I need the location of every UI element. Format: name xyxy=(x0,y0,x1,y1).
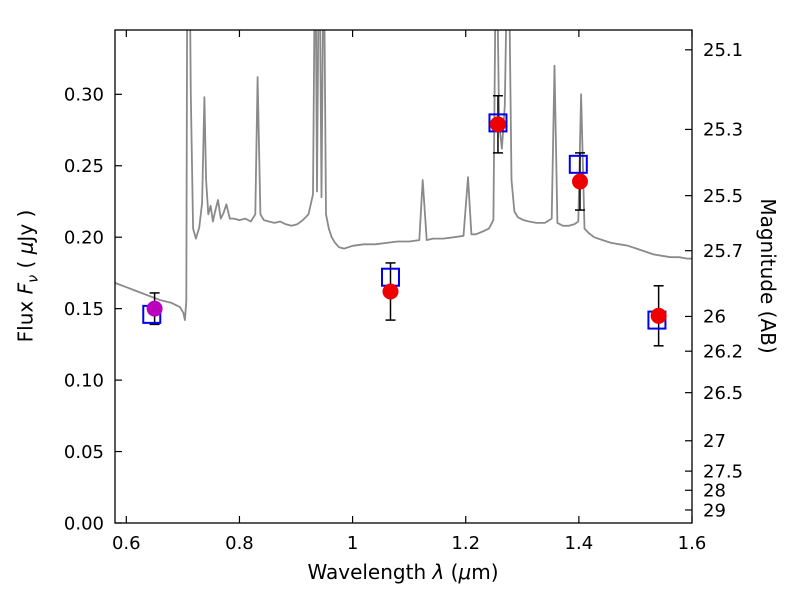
x-tick-label: 0.8 xyxy=(225,533,254,554)
x-tick-label: 1 xyxy=(347,533,358,554)
ylabel-open: ( xyxy=(13,254,38,275)
x-tick-label: 1.6 xyxy=(678,533,707,554)
ylabel-F: F xyxy=(13,282,38,295)
observed-photometry-marker xyxy=(382,283,399,300)
x-tick-label: 1.4 xyxy=(565,533,594,554)
x-tick-label: 1.2 xyxy=(451,533,480,554)
magnitude-tick-label: 25.5 xyxy=(703,186,743,207)
y-axis-label: Flux Fν ( μJy ) xyxy=(13,209,42,343)
magnitude-tick-label: 26.5 xyxy=(703,383,743,404)
observed-photometry-marker xyxy=(571,173,588,190)
y-tick-label: 0.10 xyxy=(64,370,104,391)
y-tick-label: 0.15 xyxy=(64,299,104,320)
x-axis-label: Wavelength λ (μm) xyxy=(307,562,498,582)
magnitude-tick-label: 26.2 xyxy=(703,341,743,362)
ylabel-mu: μ xyxy=(13,241,38,255)
spectrum-line xyxy=(115,30,692,322)
magnitude-tick-label: 29 xyxy=(703,500,726,521)
plot-frame xyxy=(114,29,693,524)
y-tick-label: 0.05 xyxy=(64,442,104,463)
observed-photometry-marker xyxy=(650,307,667,324)
magnitude-tick-label: 27 xyxy=(703,431,726,452)
magnitude-tick-label: 28 xyxy=(703,481,726,502)
y-tick-label: 0.30 xyxy=(64,85,104,106)
y-tick-label: 0.25 xyxy=(64,156,104,177)
ylabel-nu: ν xyxy=(25,274,42,283)
x-tick-label: 0.6 xyxy=(112,533,141,554)
observed-photometry-marker xyxy=(146,300,163,317)
right-axis-label: Magnitude (AB) xyxy=(756,198,780,354)
xlabel-close: m) xyxy=(471,560,499,584)
magnitude-tick-label: 26 xyxy=(703,307,726,328)
magnitude-tick-label: 27.5 xyxy=(703,461,743,482)
xlabel-open: ( xyxy=(444,560,459,584)
ylabel-close: Jy ) xyxy=(13,209,38,242)
ylabel-flux: Flux xyxy=(13,294,38,343)
magnitude-tick-label: 25.7 xyxy=(703,241,743,262)
xlabel-mu: μ xyxy=(458,560,472,584)
y-tick-label: 0.00 xyxy=(64,513,104,534)
magnitude-tick-label: 25.3 xyxy=(703,120,743,141)
y-tick-label: 0.20 xyxy=(64,228,104,249)
magnitude-tick-label: 25.1 xyxy=(703,40,743,61)
observed-photometry-marker xyxy=(489,116,506,133)
xlabel-lambda: λ xyxy=(432,560,445,584)
xlabel-word: Wavelength xyxy=(307,560,433,584)
model-photometry-marker xyxy=(568,154,588,174)
